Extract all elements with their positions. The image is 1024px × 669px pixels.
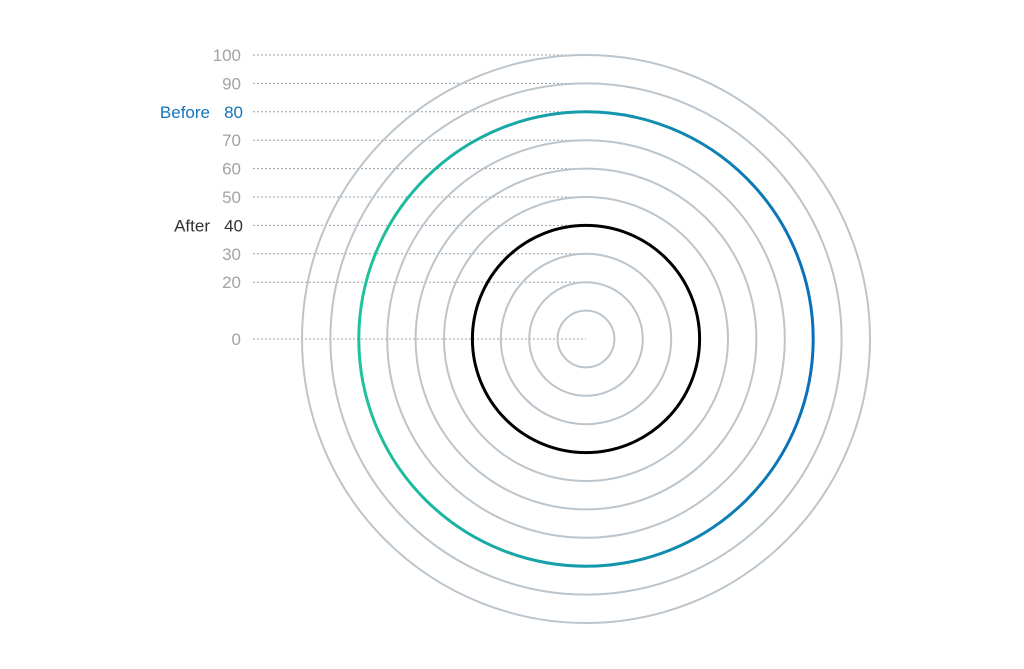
tick-label-100: 100 [213, 46, 241, 65]
ring-20 [528, 281, 644, 397]
ring-10 [556, 309, 616, 369]
grid-lines [253, 54, 586, 340]
series-name-before: Before [160, 103, 210, 122]
tick-label-60: 60 [222, 160, 241, 179]
series-value-after: 40 [224, 216, 243, 235]
series-value-before: 80 [224, 103, 243, 122]
ring-30 [499, 252, 673, 426]
ring-100 [301, 54, 871, 624]
ring-70 [386, 139, 786, 539]
series-ring-before [357, 110, 815, 568]
ring-60 [414, 167, 758, 511]
tick-label-50: 50 [222, 188, 241, 207]
series-rings [357, 110, 815, 568]
tick-label-0: 0 [232, 330, 241, 349]
tick-label-30: 30 [222, 245, 241, 264]
tick-label-20: 20 [222, 273, 241, 292]
tick-labels: 0 20 30 50 60 70 90 100 [213, 46, 241, 349]
series-name-after: After [174, 216, 210, 235]
series-ring-after [470, 223, 702, 455]
series-labels: 80 Before 40 After [160, 103, 243, 236]
ring-90 [329, 82, 843, 596]
ring-50 [443, 196, 729, 482]
tick-label-90: 90 [222, 74, 241, 93]
tick-label-70: 70 [222, 131, 241, 150]
